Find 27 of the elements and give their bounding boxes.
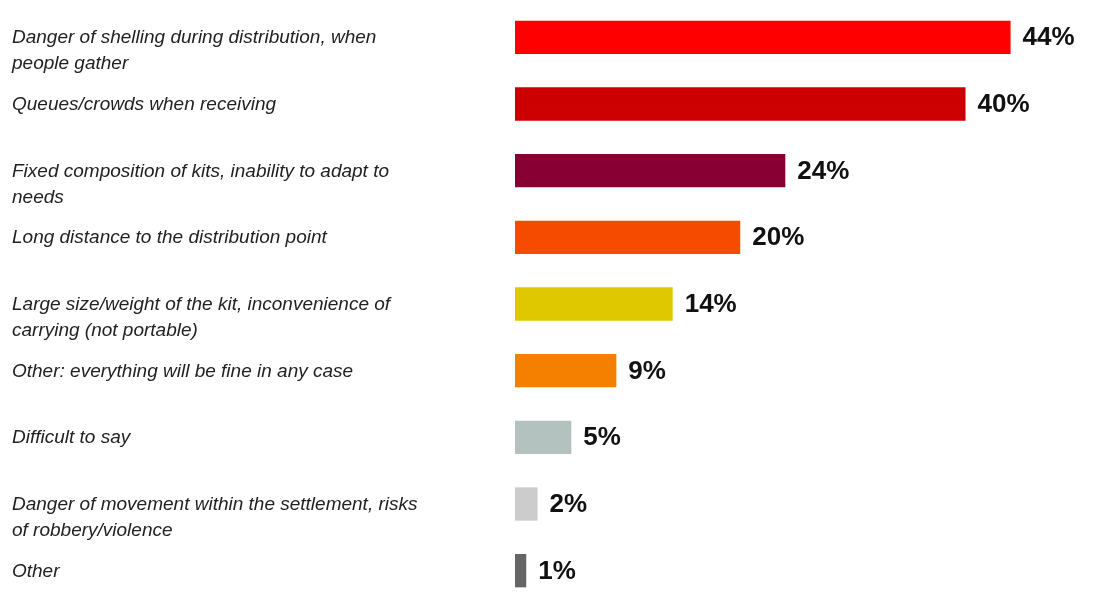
- bar: [515, 287, 673, 321]
- y-tick-label: Large size/weight of the kit, inconvenience of carrying (not portable): [12, 293, 392, 340]
- y-tick-label: Fixed composition of kits, inability to adapt to needs: [12, 159, 390, 207]
- bar: [515, 354, 617, 388]
- y-tick-label: Danger of shelling during distribution, when people gather: [11, 26, 377, 74]
- bar: [515, 154, 786, 188]
- data-label: 9%: [628, 354, 666, 385]
- data-label: 44%: [1022, 21, 1075, 52]
- data-label: 24%: [797, 154, 850, 185]
- bar: [515, 20, 1011, 54]
- bar: [515, 87, 966, 121]
- data-label: 1%: [538, 554, 576, 585]
- data-label: 40%: [977, 88, 1030, 118]
- y-tick-label: Danger of movement within the settlement, risks of robbery/violence: [12, 493, 418, 540]
- data-label: 2%: [549, 488, 588, 518]
- data-label: 14%: [684, 288, 737, 318]
- data-label: 20%: [752, 221, 805, 252]
- bar: [515, 487, 538, 521]
- y-tick-label: Other: everything will be fine in any case: [12, 359, 354, 381]
- y-tick-label: Queues/crowds when receiving: [12, 93, 277, 114]
- y-tick-label: Other: [12, 559, 61, 581]
- y-tick-label: Difficult to say: [12, 426, 132, 448]
- bar: [515, 220, 741, 254]
- y-tick-label: Long distance to the distribution point: [12, 226, 328, 248]
- bar: [515, 420, 572, 454]
- bar: [515, 554, 527, 588]
- data-label: 5%: [583, 421, 621, 452]
